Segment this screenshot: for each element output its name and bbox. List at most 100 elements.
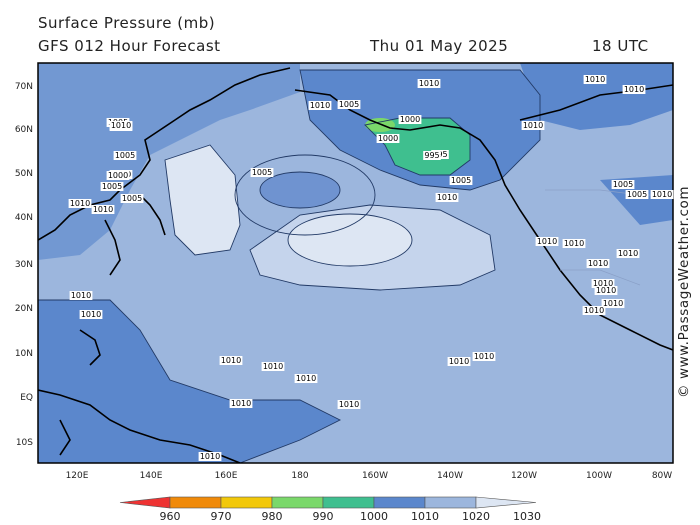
isobar-label: 1010	[219, 356, 243, 365]
isobar-label: 1005	[120, 194, 144, 203]
svg-text:1010: 1010	[585, 75, 605, 84]
japan-high	[165, 145, 240, 255]
svg-text:1010: 1010	[231, 399, 251, 408]
isobar-labels: 1010100510101005100099510001000995100510…	[68, 75, 674, 461]
isobar-label: 1010	[562, 239, 586, 248]
lat-tick: 60N	[15, 125, 33, 135]
isobar-label: 1000	[376, 134, 400, 143]
svg-text:1010: 1010	[263, 362, 283, 371]
map-title: Surface Pressure (mb)	[38, 14, 216, 32]
isobar-label: 1010	[417, 79, 441, 88]
isobar-label: 1010	[261, 362, 285, 371]
lon-tick: 120W	[511, 471, 537, 481]
colorbar-tick-label: 1020	[462, 510, 490, 523]
north-pacific-low	[260, 172, 340, 208]
svg-text:1010: 1010	[603, 299, 623, 308]
colorbar-tick-label: 1030	[513, 510, 541, 523]
svg-text:1010: 1010	[221, 356, 241, 365]
isobar-label: 1010	[109, 121, 133, 130]
svg-text:1010: 1010	[437, 193, 457, 202]
colorbar-tick-label: 1000	[360, 510, 388, 523]
isobar-label: 995	[423, 151, 441, 160]
svg-text:1010: 1010	[449, 357, 469, 366]
lon-tick: 80W	[652, 471, 672, 481]
colorbar-low-arrow	[119, 496, 171, 509]
isobar-label: 1000	[106, 171, 130, 180]
svg-text:1005: 1005	[252, 168, 272, 177]
colorbar-swatch	[424, 496, 477, 509]
lon-tick: 160W	[362, 471, 388, 481]
isobar-label: 1005	[100, 182, 124, 191]
isobar-label: 1005	[250, 168, 274, 177]
forecast-subtitle: GFS 012 Hour Forecast	[38, 37, 221, 55]
isobar-label: 1010	[594, 286, 618, 295]
isobar-label: 1010	[308, 101, 332, 110]
isobar-label: 1010	[601, 299, 625, 308]
svg-text:1000: 1000	[400, 115, 420, 124]
svg-text:1010: 1010	[70, 199, 90, 208]
lat-tick: 70N	[15, 82, 33, 92]
isobar-label: 1010	[583, 75, 607, 84]
colorbar-swatches	[119, 496, 537, 509]
lon-tick: 180	[291, 471, 308, 481]
svg-text:1010: 1010	[71, 291, 91, 300]
colorbar-swatch	[220, 496, 273, 509]
map-frame	[37, 62, 674, 464]
forecast-date: Thu 01 May 2025	[370, 37, 509, 55]
isobar-label: 1005	[611, 180, 635, 189]
svg-text:1010: 1010	[93, 205, 113, 214]
colorbar-swatch	[322, 496, 375, 509]
isobar-label: 1010	[435, 193, 459, 202]
svg-text:1010: 1010	[296, 374, 316, 383]
svg-text:1010: 1010	[584, 306, 604, 315]
deep-low-990	[365, 118, 470, 175]
colorbar-swatch	[373, 496, 426, 509]
svg-text:1010: 1010	[537, 237, 557, 246]
isobar-label: 1005	[625, 190, 649, 199]
isobar-label: 1010	[91, 205, 115, 214]
svg-text:1010: 1010	[618, 249, 638, 258]
lon-tick: 140E	[140, 471, 163, 481]
website-credit: © www.PassageWeather.com	[676, 185, 692, 398]
lon-tick: 160E	[215, 471, 238, 481]
svg-text:1010: 1010	[419, 79, 439, 88]
isobar-label: 1005	[449, 176, 473, 185]
svg-text:1010: 1010	[596, 286, 616, 295]
isobar-label: 1010	[447, 357, 471, 366]
lat-tick: 50N	[15, 169, 33, 179]
isobar-contours	[38, 69, 541, 463]
isobar-label: 1010	[521, 121, 545, 130]
colorbar-tick-label: 1010	[411, 510, 439, 523]
svg-text:1005: 1005	[613, 180, 633, 189]
svg-text:1010: 1010	[523, 121, 543, 130]
lat-tick: 20N	[15, 304, 33, 314]
lat-tick: 10S	[16, 438, 33, 448]
isobar-label: 1000	[398, 115, 422, 124]
colorbar-high-arrow	[475, 496, 537, 509]
svg-text:1010: 1010	[474, 352, 494, 361]
isobar-label: 1010	[650, 190, 674, 199]
isobar-label: 1010	[198, 452, 222, 461]
isobar-label: 1005	[113, 151, 137, 160]
longitude-ticks: 120E 140E 160E 180 160W 140W 120W 100W 8…	[66, 471, 673, 481]
pacific-high-core	[288, 214, 412, 266]
svg-text:1010: 1010	[593, 279, 613, 288]
svg-text:1005: 1005	[122, 194, 142, 203]
isobar-label: 1005	[337, 100, 361, 109]
svg-text:1000: 1000	[378, 134, 398, 143]
isobar-label: 1010	[591, 279, 615, 288]
colorbar-ticks: 960 970 980 990 1000 1010 1020 1030	[160, 510, 542, 523]
isobar-label: 1010	[586, 259, 610, 268]
svg-text:1000: 1000	[108, 171, 128, 180]
svg-text:1010: 1010	[339, 400, 359, 409]
latitude-ticks: 70N 60N 50N 40N 30N 20N 10N EQ 10S	[15, 82, 33, 448]
lat-tick: 30N	[15, 260, 33, 270]
lon-tick: 120E	[66, 471, 89, 481]
isobar-label: 1010	[622, 85, 646, 94]
lat-tick: 10N	[15, 349, 33, 359]
map-panel	[38, 63, 673, 463]
svg-text:995: 995	[424, 151, 439, 160]
isobar-label: 1010	[68, 199, 92, 208]
